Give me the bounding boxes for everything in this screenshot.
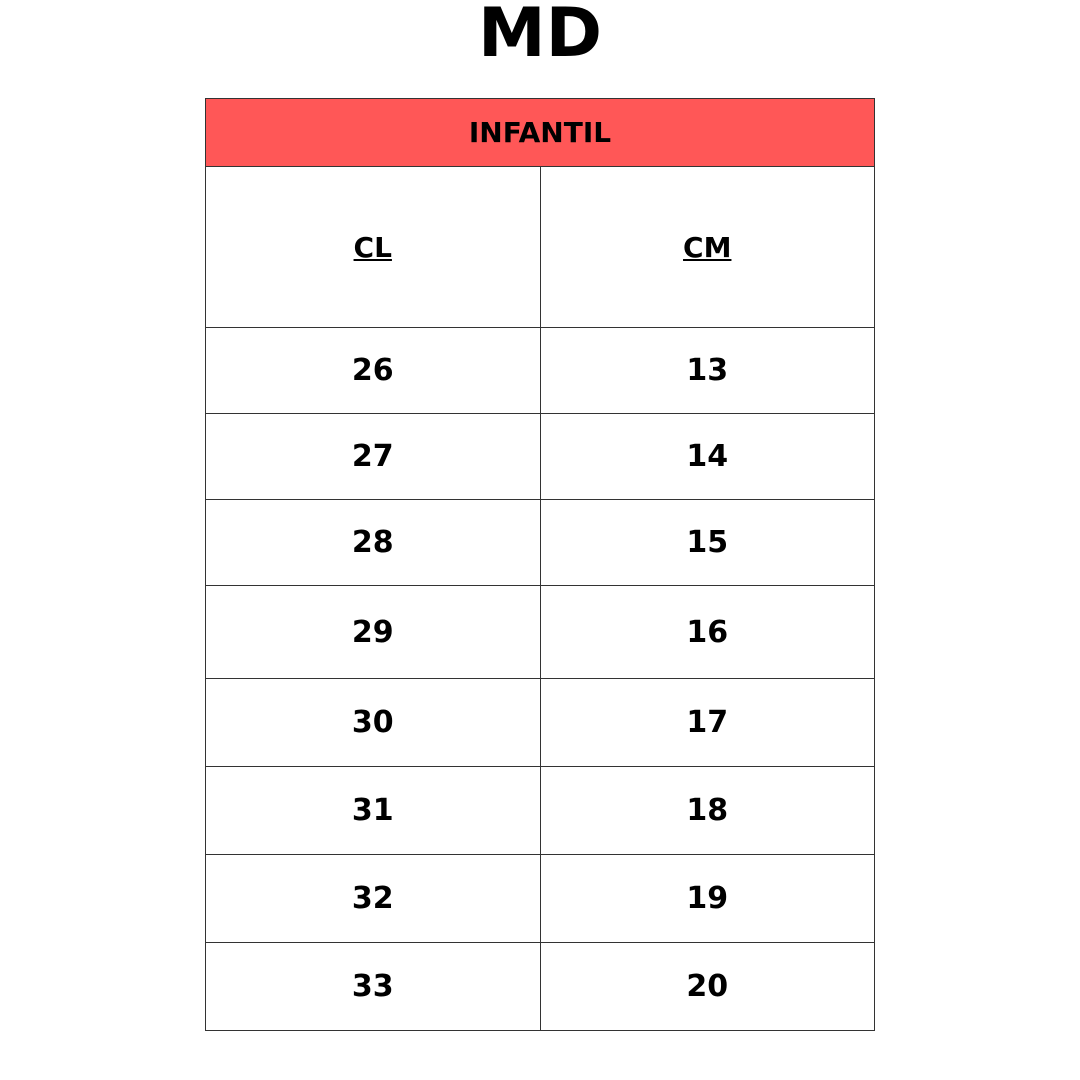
cm-cell: 15 <box>539 499 875 586</box>
column-header-cl: CL <box>205 166 541 328</box>
cm-cell: 18 <box>539 766 875 855</box>
size-table: INFANTIL CL CM 26 13 27 14 28 15 29 16 30 17 31 18 3… <box>205 98 875 1031</box>
section-header: INFANTIL <box>205 98 875 167</box>
cl-cell: 28 <box>205 499 541 586</box>
table-row: 26 13 <box>205 327 875 414</box>
table-row: 33 20 <box>205 942 875 1031</box>
cm-cell: 17 <box>539 678 875 767</box>
cl-cell: 30 <box>205 678 541 767</box>
table-row: 31 18 <box>205 766 875 855</box>
cl-cell: 33 <box>205 942 541 1031</box>
page-title: MD <box>477 0 603 73</box>
cl-cell: 27 <box>205 413 541 500</box>
cl-cell: 26 <box>205 327 541 414</box>
cl-cell: 32 <box>205 854 541 943</box>
cm-cell: 20 <box>539 942 875 1031</box>
cm-cell: 14 <box>539 413 875 500</box>
column-header-cm: CM <box>539 166 875 328</box>
cm-cell: 19 <box>539 854 875 943</box>
cm-cell: 16 <box>539 585 875 679</box>
table-row: 32 19 <box>205 854 875 943</box>
table-row: 29 16 <box>205 585 875 679</box>
cm-cell: 13 <box>539 327 875 414</box>
table-row: 27 14 <box>205 413 875 500</box>
table-row: 30 17 <box>205 678 875 767</box>
table-row: 28 15 <box>205 499 875 586</box>
cl-cell: 29 <box>205 585 541 679</box>
cl-cell: 31 <box>205 766 541 855</box>
